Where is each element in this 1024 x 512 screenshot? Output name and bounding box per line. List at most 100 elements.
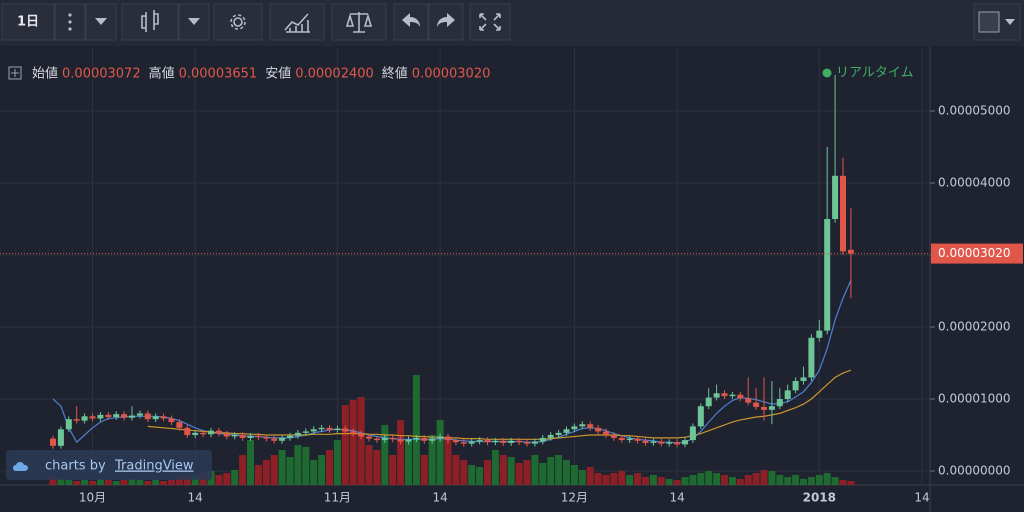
candle-body xyxy=(176,422,183,428)
volume-bar xyxy=(476,467,484,485)
caret xyxy=(95,18,107,25)
volume-bar xyxy=(847,481,855,485)
candle-body xyxy=(192,432,199,436)
volume-bar xyxy=(436,420,444,485)
chart-style-button[interactable] xyxy=(121,3,179,41)
candle-body xyxy=(784,390,791,400)
volume-bar xyxy=(326,450,333,485)
candle-body xyxy=(160,416,167,419)
candle-body xyxy=(113,414,120,418)
volume-bar xyxy=(823,473,831,485)
volume-bar xyxy=(239,455,247,485)
legend-label: 高値 xyxy=(149,66,175,82)
volume-bar xyxy=(349,400,357,485)
volume-bar xyxy=(381,425,389,485)
volume-bar xyxy=(294,445,302,485)
compare-button[interactable] xyxy=(331,3,387,41)
volume-bar xyxy=(278,450,286,485)
interval-button[interactable] xyxy=(1,3,55,41)
volume-bar xyxy=(112,481,120,485)
ohlc-legend: 始値 0.00003072 高値 0.00003651 安値 0.00002400 終値 0.… xyxy=(8,66,490,82)
volume-bar xyxy=(784,477,792,485)
realtime-dot xyxy=(822,68,832,78)
candle-body xyxy=(792,381,799,391)
candle-body xyxy=(729,394,736,397)
fullscreen-button[interactable] xyxy=(469,3,511,41)
indicators-button[interactable] xyxy=(269,3,325,41)
y-tick-label: 0.00002000 xyxy=(938,320,1011,334)
candle-body xyxy=(650,441,657,443)
volume-bar xyxy=(570,465,578,485)
volume-bar xyxy=(484,460,491,485)
candle-body xyxy=(468,441,475,444)
volume-bar xyxy=(57,479,65,485)
axes: 0.000000000.000010000.000020000.00003000… xyxy=(0,104,1023,505)
candle-body xyxy=(168,418,175,423)
candle-body xyxy=(658,441,665,444)
candle-body xyxy=(500,440,507,443)
x-tick-label: 14 xyxy=(914,491,929,505)
x-tick-label: 14 xyxy=(432,491,447,505)
y-tick-label: 0.00005000 xyxy=(938,104,1011,118)
volume-bar xyxy=(373,450,381,485)
volume-bar xyxy=(618,471,626,485)
volume-bar xyxy=(744,475,752,485)
dot xyxy=(68,13,72,17)
cloud-icon xyxy=(13,462,28,471)
volume-bar xyxy=(286,457,294,485)
last-price-label: 0.00003020 xyxy=(938,246,1011,260)
legend-label: 終値 xyxy=(382,66,408,82)
volume-bar xyxy=(460,460,468,485)
volume-bar xyxy=(175,477,183,485)
volume-bar xyxy=(547,457,555,485)
volume-bar xyxy=(792,475,800,485)
candle-body xyxy=(413,437,420,440)
candle-body xyxy=(397,439,404,442)
candle-body xyxy=(184,427,191,436)
caret xyxy=(188,18,200,25)
candle-body xyxy=(492,440,499,443)
volume-bar xyxy=(262,460,270,485)
y-tick-label: 0.00004000 xyxy=(938,176,1011,190)
volume-bar xyxy=(831,477,839,485)
watermark-brand[interactable]: TradingView xyxy=(114,459,194,474)
candle-body xyxy=(737,394,744,399)
volume-bar xyxy=(523,460,531,485)
volume-bar xyxy=(254,465,262,485)
candle-body xyxy=(516,440,523,443)
candle-body xyxy=(200,432,207,435)
volume-bar xyxy=(96,479,104,485)
candle-body xyxy=(571,426,578,430)
candle-body xyxy=(342,428,349,432)
candle-body xyxy=(73,419,80,421)
volume-bar xyxy=(610,473,618,485)
candle-body xyxy=(531,441,538,444)
volume-bar xyxy=(223,473,231,485)
candle-body xyxy=(350,431,357,434)
candle-body xyxy=(421,437,428,441)
candle-body xyxy=(508,440,515,443)
candle-body xyxy=(840,175,846,252)
candle-body xyxy=(816,330,823,338)
volume-bar xyxy=(104,480,112,485)
candle-body xyxy=(366,436,372,439)
candle-body xyxy=(81,416,88,421)
volume-bar xyxy=(310,460,318,485)
volume-bar xyxy=(531,455,539,485)
volume-bar xyxy=(586,467,594,485)
volume-bar xyxy=(507,457,515,485)
volume-bar xyxy=(247,440,254,485)
volume-bar xyxy=(634,473,642,485)
candle-body xyxy=(847,249,854,254)
candle-body xyxy=(476,440,483,442)
settings-button[interactable] xyxy=(213,3,263,41)
candle-body xyxy=(326,427,333,430)
volume xyxy=(49,375,855,485)
volume-bar xyxy=(468,465,476,485)
legend-value: 0.00002400 xyxy=(295,67,374,82)
collapse-toggle[interactable] xyxy=(8,66,22,80)
candle-body xyxy=(666,442,673,444)
legend-value: 0.00003072 xyxy=(62,67,141,82)
candle-body xyxy=(65,419,72,430)
volume-bar xyxy=(705,471,713,485)
